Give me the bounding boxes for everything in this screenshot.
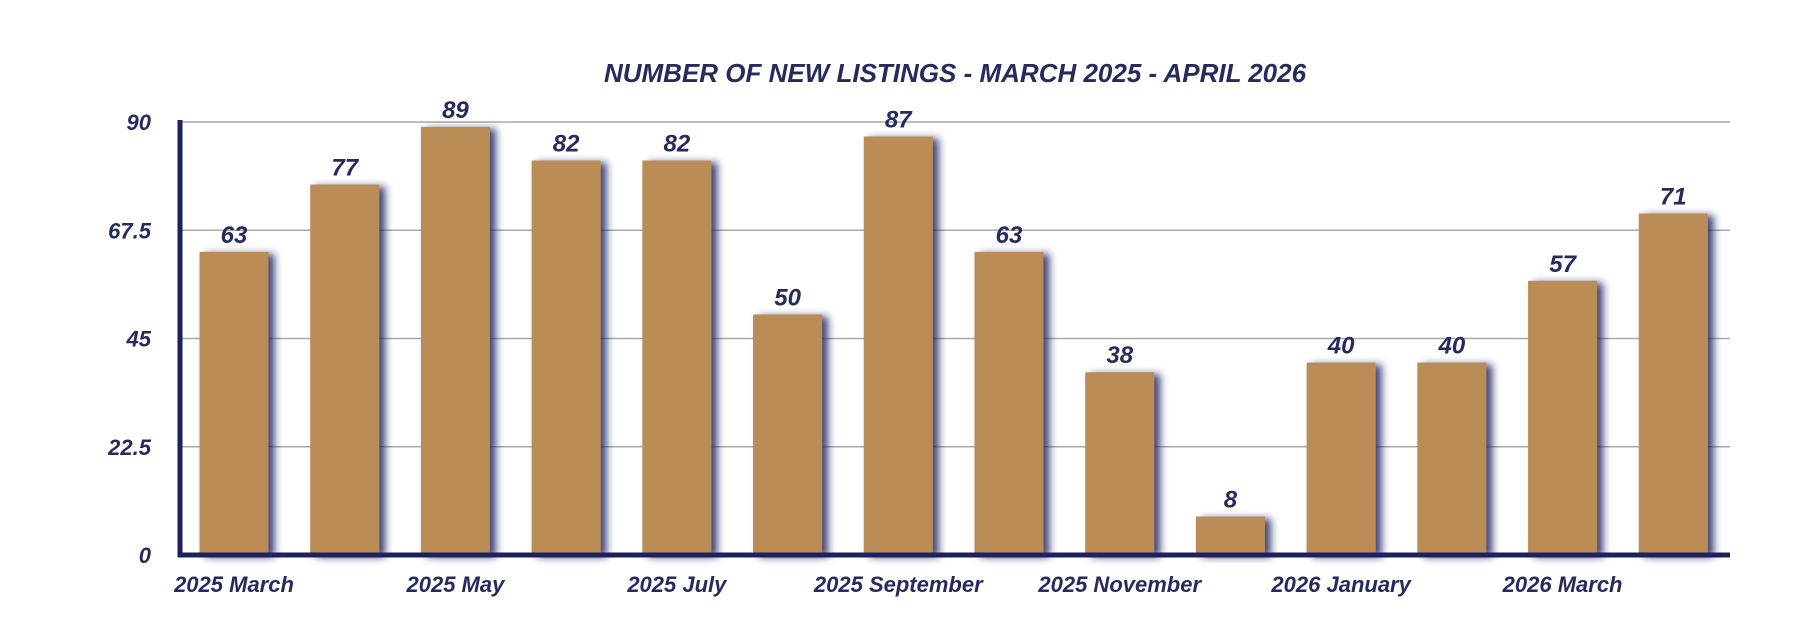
bar [753, 314, 823, 555]
x-tick-label: 2026 March [1502, 572, 1623, 597]
data-label: 63 [996, 222, 1023, 249]
y-tick-label: 22.5 [107, 435, 152, 460]
data-label: 40 [1327, 333, 1355, 360]
gridlines [180, 121, 1730, 448]
chart-title: NUMBER OF NEW LISTINGS - MARCH 2025 - AP… [604, 58, 1307, 88]
bar [1195, 516, 1265, 555]
data-label: 89 [442, 97, 469, 124]
x-axis-tick-labels: 2025 March 2025 May 2025 July 2025 Septembe… [173, 572, 1622, 597]
y-axis-tick-labels: 0 22.5 45 67.5 90 [107, 110, 152, 568]
data-label: 82 [553, 130, 580, 157]
data-label: 57 [1549, 251, 1577, 278]
bar [863, 136, 933, 555]
bar [310, 184, 380, 556]
bar [974, 251, 1044, 555]
x-tick-label: 2025 May [405, 572, 506, 597]
bar [1417, 362, 1487, 555]
x-tick-label: 2025 November [1037, 572, 1202, 597]
data-label: 71 [1660, 183, 1687, 210]
bar [199, 251, 269, 555]
data-label: 40 [1438, 333, 1466, 360]
axes [177, 120, 1730, 558]
y-tick-label: 67.5 [108, 218, 152, 243]
bars [199, 126, 1708, 556]
data-label: 77 [331, 155, 359, 182]
data-label: 87 [885, 106, 913, 133]
x-tick-label: 2025 March [173, 572, 294, 597]
bar [531, 160, 601, 555]
y-tick-label: 0 [139, 543, 152, 568]
bar [1528, 280, 1598, 555]
bar [1638, 213, 1708, 555]
y-tick-label: 45 [126, 327, 152, 352]
bar [642, 160, 712, 555]
data-labels: 63 77 89 82 82 50 87 63 38 8 40 40 57 71 [221, 97, 1687, 514]
data-label: 82 [664, 130, 691, 157]
data-label: 8 [1224, 487, 1238, 514]
data-label: 50 [774, 284, 801, 311]
bar [420, 126, 490, 556]
data-label: 38 [1106, 342, 1133, 369]
bar [1085, 372, 1155, 555]
bar [1306, 362, 1376, 555]
x-tick-label: 2025 July [626, 572, 728, 597]
y-tick-label: 90 [127, 110, 152, 135]
data-label: 63 [221, 222, 248, 249]
x-tick-label: 2026 January [1270, 572, 1412, 597]
x-tick-label: 2025 September [813, 572, 984, 597]
